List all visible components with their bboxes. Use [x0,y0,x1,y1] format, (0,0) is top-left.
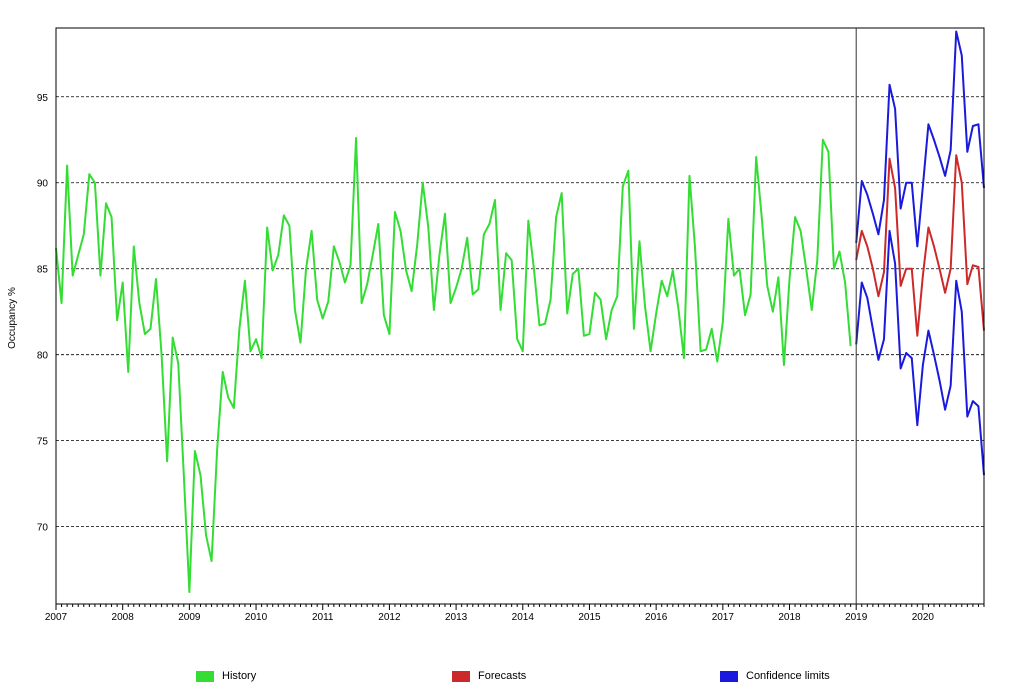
y-tick-label: 80 [37,351,49,362]
y-tick-label: 95 [37,93,49,104]
y-tick-label: 90 [37,179,49,190]
plot-series [55,30,985,593]
forecasts-line [855,154,985,337]
x-tick-label: 2008 [112,612,135,623]
x-tick-label: 2019 [845,612,868,623]
x-tick-label: 2010 [245,612,268,623]
confidence-upper-line [855,30,985,248]
legend-label: Confidence limits [746,670,830,682]
y-tick-label: 75 [37,437,49,448]
y-tick-label: 70 [37,523,49,534]
history-line [55,137,852,593]
x-tick-label: 2016 [645,612,668,623]
x-tick-label: 2012 [378,612,401,623]
x-axis: 2007 2008 2009 2010 2011 2012 2013 2014 2015 2016… [45,604,985,623]
forecasts-swatch [452,670,470,682]
legend-item-confidence-limits: Confidence limits [720,666,830,686]
y-axis-label: Occupancy % [7,287,18,349]
legend-item-history: History [196,666,256,686]
x-tick-label: 2009 [178,612,201,623]
y-tick-label: 85 [37,265,49,276]
x-tick-label: 2011 [312,612,334,623]
legend-label: History [222,670,257,682]
history-swatch [196,670,214,682]
legend-label: Forecasts [478,670,527,682]
x-tick-label: 2018 [778,612,801,623]
x-tick-label: 2020 [912,612,935,623]
x-tick-label: 2007 [45,612,68,623]
x-tick-label: 2013 [445,612,468,623]
plot-frame [55,27,985,605]
x-tick-label: 2017 [712,612,735,623]
confidence-limits-swatch [720,670,738,682]
confidence-lower-line [855,229,985,476]
x-tick-label: 2014 [512,612,535,623]
x-tick-label: 2015 [578,612,601,623]
legend-item-forecasts: Forecasts [452,666,526,686]
y-axis: 70 75 80 85 90 95 [37,93,49,534]
